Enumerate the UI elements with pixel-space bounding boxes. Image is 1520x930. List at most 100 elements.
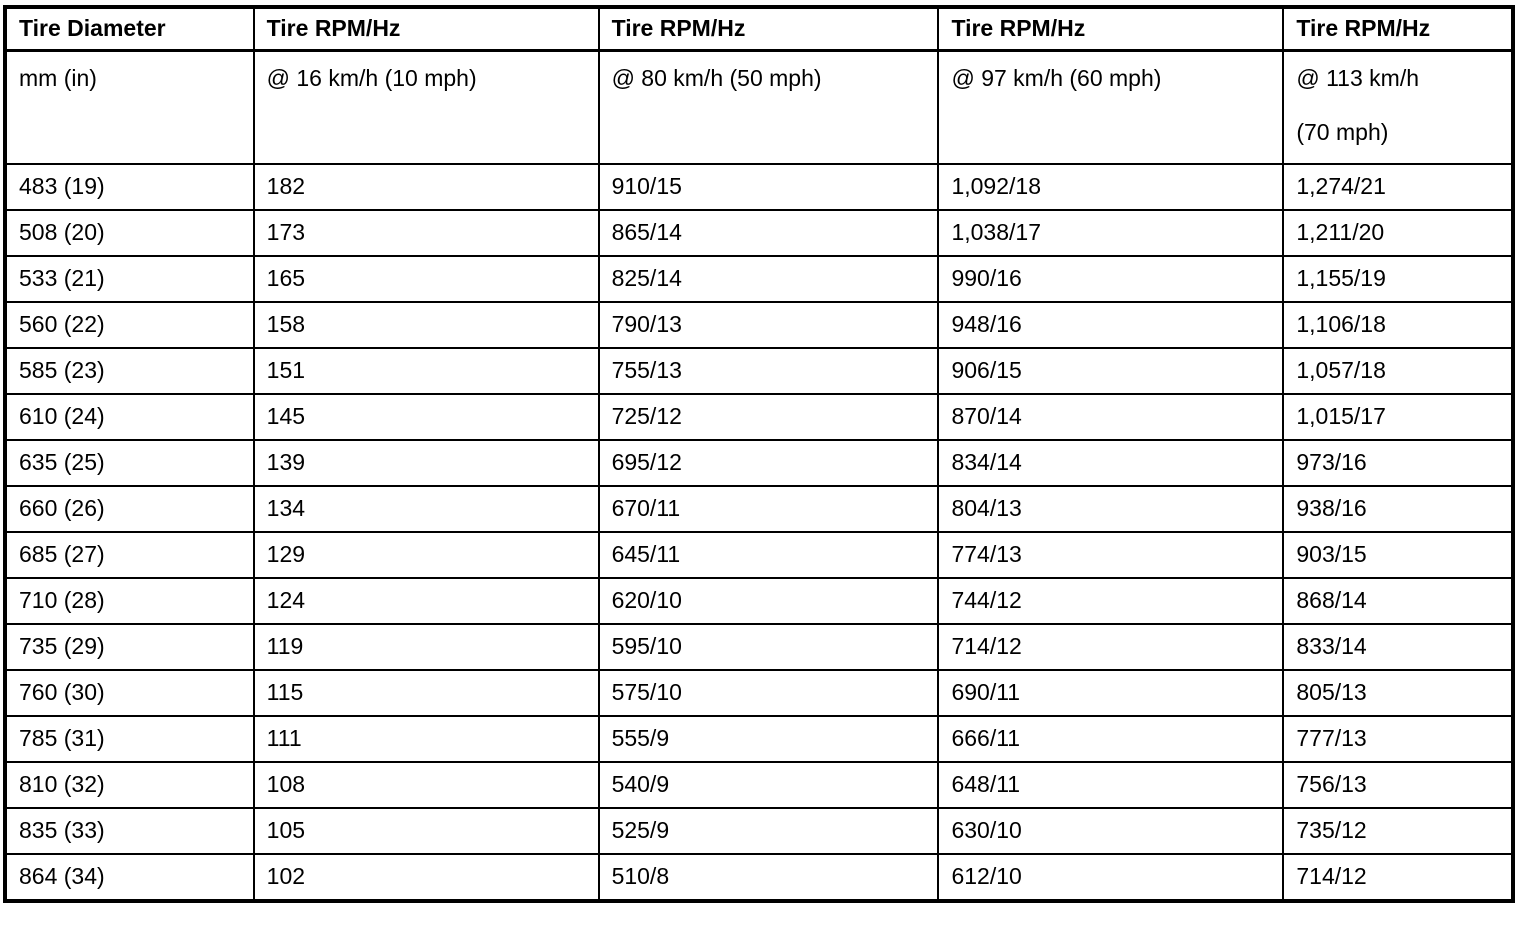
rpm-hz-cell: 1,106/18	[1282, 301, 1514, 349]
rpm-hz-cell: 973/16	[1282, 439, 1514, 487]
tire-diameter-cell: 835 (33)	[4, 807, 255, 855]
header-speed-cell: @ 80 km/h (50 mph)	[597, 49, 940, 165]
table-row: 635 (25) 139 695/12 834/14 973/16	[4, 439, 1514, 487]
rpm-hz-cell: 151	[252, 347, 600, 395]
rpm-hz-cell: 735/12	[1282, 807, 1514, 855]
rpm-hz-cell: 1,057/18	[1282, 347, 1514, 395]
tire-diameter-cell: 864 (34)	[4, 853, 255, 902]
header-title-cell: Tire RPM/Hz	[252, 6, 600, 52]
header-speed-cell: @ 16 km/h (10 mph)	[252, 49, 600, 165]
rpm-hz-cell: 108	[252, 761, 600, 809]
rpm-hz-cell: 102	[252, 853, 600, 902]
rpm-hz-cell: 1,155/19	[1282, 255, 1514, 303]
tire-diameter-cell: 533 (21)	[4, 255, 255, 303]
rpm-hz-cell: 182	[252, 163, 600, 211]
rpm-hz-cell: 755/13	[597, 347, 940, 395]
tire-diameter-cell: 610 (24)	[4, 393, 255, 441]
rpm-hz-cell: 115	[252, 669, 600, 717]
rpm-hz-cell: 825/14	[597, 255, 940, 303]
rpm-hz-cell: 744/12	[937, 577, 1285, 625]
table-row: 533 (21) 165 825/14 990/16 1,155/19	[4, 255, 1514, 303]
rpm-hz-cell: 630/10	[937, 807, 1285, 855]
rpm-hz-cell: 805/13	[1282, 669, 1514, 717]
rpm-hz-cell: 129	[252, 531, 600, 579]
table-row: 585 (23) 151 755/13 906/15 1,057/18	[4, 347, 1514, 395]
table-row: 785 (31) 111 555/9 666/11 777/13	[4, 715, 1514, 763]
rpm-hz-cell: 756/13	[1282, 761, 1514, 809]
rpm-hz-cell: 124	[252, 577, 600, 625]
tire-diameter-cell: 810 (32)	[4, 761, 255, 809]
rpm-hz-cell: 612/10	[937, 853, 1285, 902]
rpm-hz-cell: 990/16	[937, 255, 1285, 303]
table-header: Tire Diameter Tire RPM/Hz Tire RPM/Hz Tire …	[4, 6, 1514, 165]
table-row: 660 (26) 134 670/11 804/13 938/16	[4, 485, 1514, 533]
tire-rpm-table: Tire Diameter Tire RPM/Hz Tire RPM/Hz Tire …	[3, 5, 1515, 903]
rpm-hz-cell: 938/16	[1282, 485, 1514, 533]
header-row-speed: mm (in) @ 16 km/h (10 mph) @ 80 km/h (50 m…	[4, 49, 1514, 165]
rpm-hz-cell: 158	[252, 301, 600, 349]
header-speed-line: @ 113 km/h	[1296, 65, 1419, 91]
rpm-hz-cell: 666/11	[937, 715, 1285, 763]
rpm-hz-cell: 575/10	[597, 669, 940, 717]
rpm-hz-cell: 105	[252, 807, 600, 855]
rpm-hz-cell: 804/13	[937, 485, 1285, 533]
rpm-hz-cell: 690/11	[937, 669, 1285, 717]
header-title-cell: Tire RPM/Hz	[1282, 6, 1514, 52]
rpm-hz-cell: 510/8	[597, 853, 940, 902]
tire-diameter-cell: 710 (28)	[4, 577, 255, 625]
tire-diameter-cell: 660 (26)	[4, 485, 255, 533]
table-row: 560 (22) 158 790/13 948/16 1,106/18	[4, 301, 1514, 349]
table-row: 710 (28) 124 620/10 744/12 868/14	[4, 577, 1514, 625]
rpm-hz-cell: 910/15	[597, 163, 940, 211]
rpm-hz-cell: 833/14	[1282, 623, 1514, 671]
tire-diameter-cell: 585 (23)	[4, 347, 255, 395]
rpm-hz-cell: 540/9	[597, 761, 940, 809]
rpm-hz-cell: 834/14	[937, 439, 1285, 487]
table-row: 835 (33) 105 525/9 630/10 735/12	[4, 807, 1514, 855]
rpm-hz-cell: 714/12	[1282, 853, 1514, 902]
tire-diameter-cell: 685 (27)	[4, 531, 255, 579]
table-row: 685 (27) 129 645/11 774/13 903/15	[4, 531, 1514, 579]
tire-diameter-cell: 483 (19)	[4, 163, 255, 211]
rpm-hz-cell: 790/13	[597, 301, 940, 349]
rpm-hz-cell: 714/12	[937, 623, 1285, 671]
header-speed-line: @ 80 km/h (50 mph)	[611, 65, 822, 91]
rpm-hz-cell: 165	[252, 255, 600, 303]
rpm-hz-cell: 865/14	[597, 209, 940, 257]
header-speed-line: @ 97 km/h (60 mph)	[951, 65, 1162, 91]
rpm-hz-cell: 695/12	[597, 439, 940, 487]
header-speed-cell: @ 113 km/h (70 mph)	[1282, 49, 1514, 165]
table-row: 610 (24) 145 725/12 870/14 1,015/17	[4, 393, 1514, 441]
table-row: 735 (29) 119 595/10 714/12 833/14	[4, 623, 1514, 671]
table-body: 483 (19) 182 910/15 1,092/18 1,274/21 508 (20…	[4, 163, 1514, 902]
header-speed-line: (70 mph)	[1296, 118, 1389, 145]
rpm-hz-cell: 111	[252, 715, 600, 763]
rpm-hz-cell: 119	[252, 623, 600, 671]
rpm-hz-cell: 774/13	[937, 531, 1285, 579]
rpm-hz-cell: 903/15	[1282, 531, 1514, 579]
rpm-hz-cell: 648/11	[937, 761, 1285, 809]
table-row: 864 (34) 102 510/8 612/10 714/12	[4, 853, 1514, 902]
header-title-cell: Tire Diameter	[4, 6, 255, 52]
rpm-hz-cell: 1,015/17	[1282, 393, 1514, 441]
header-speed-line: mm (in)	[19, 65, 97, 91]
rpm-hz-cell: 948/16	[937, 301, 1285, 349]
rpm-hz-cell: 645/11	[597, 531, 940, 579]
rpm-hz-cell: 1,092/18	[937, 163, 1285, 211]
table-row: 760 (30) 115 575/10 690/11 805/13	[4, 669, 1514, 717]
rpm-hz-cell: 139	[252, 439, 600, 487]
table-row: 483 (19) 182 910/15 1,092/18 1,274/21	[4, 163, 1514, 211]
tire-diameter-cell: 785 (31)	[4, 715, 255, 763]
rpm-hz-cell: 1,038/17	[937, 209, 1285, 257]
header-title-cell: Tire RPM/Hz	[597, 6, 940, 52]
rpm-hz-cell: 868/14	[1282, 577, 1514, 625]
rpm-hz-cell: 555/9	[597, 715, 940, 763]
tire-diameter-cell: 508 (20)	[4, 209, 255, 257]
table-row: 508 (20) 173 865/14 1,038/17 1,211/20	[4, 209, 1514, 257]
rpm-hz-cell: 525/9	[597, 807, 940, 855]
rpm-hz-cell: 906/15	[937, 347, 1285, 395]
header-speed-cell: @ 97 km/h (60 mph)	[937, 49, 1285, 165]
tire-diameter-cell: 760 (30)	[4, 669, 255, 717]
rpm-hz-cell: 134	[252, 485, 600, 533]
rpm-hz-cell: 777/13	[1282, 715, 1514, 763]
